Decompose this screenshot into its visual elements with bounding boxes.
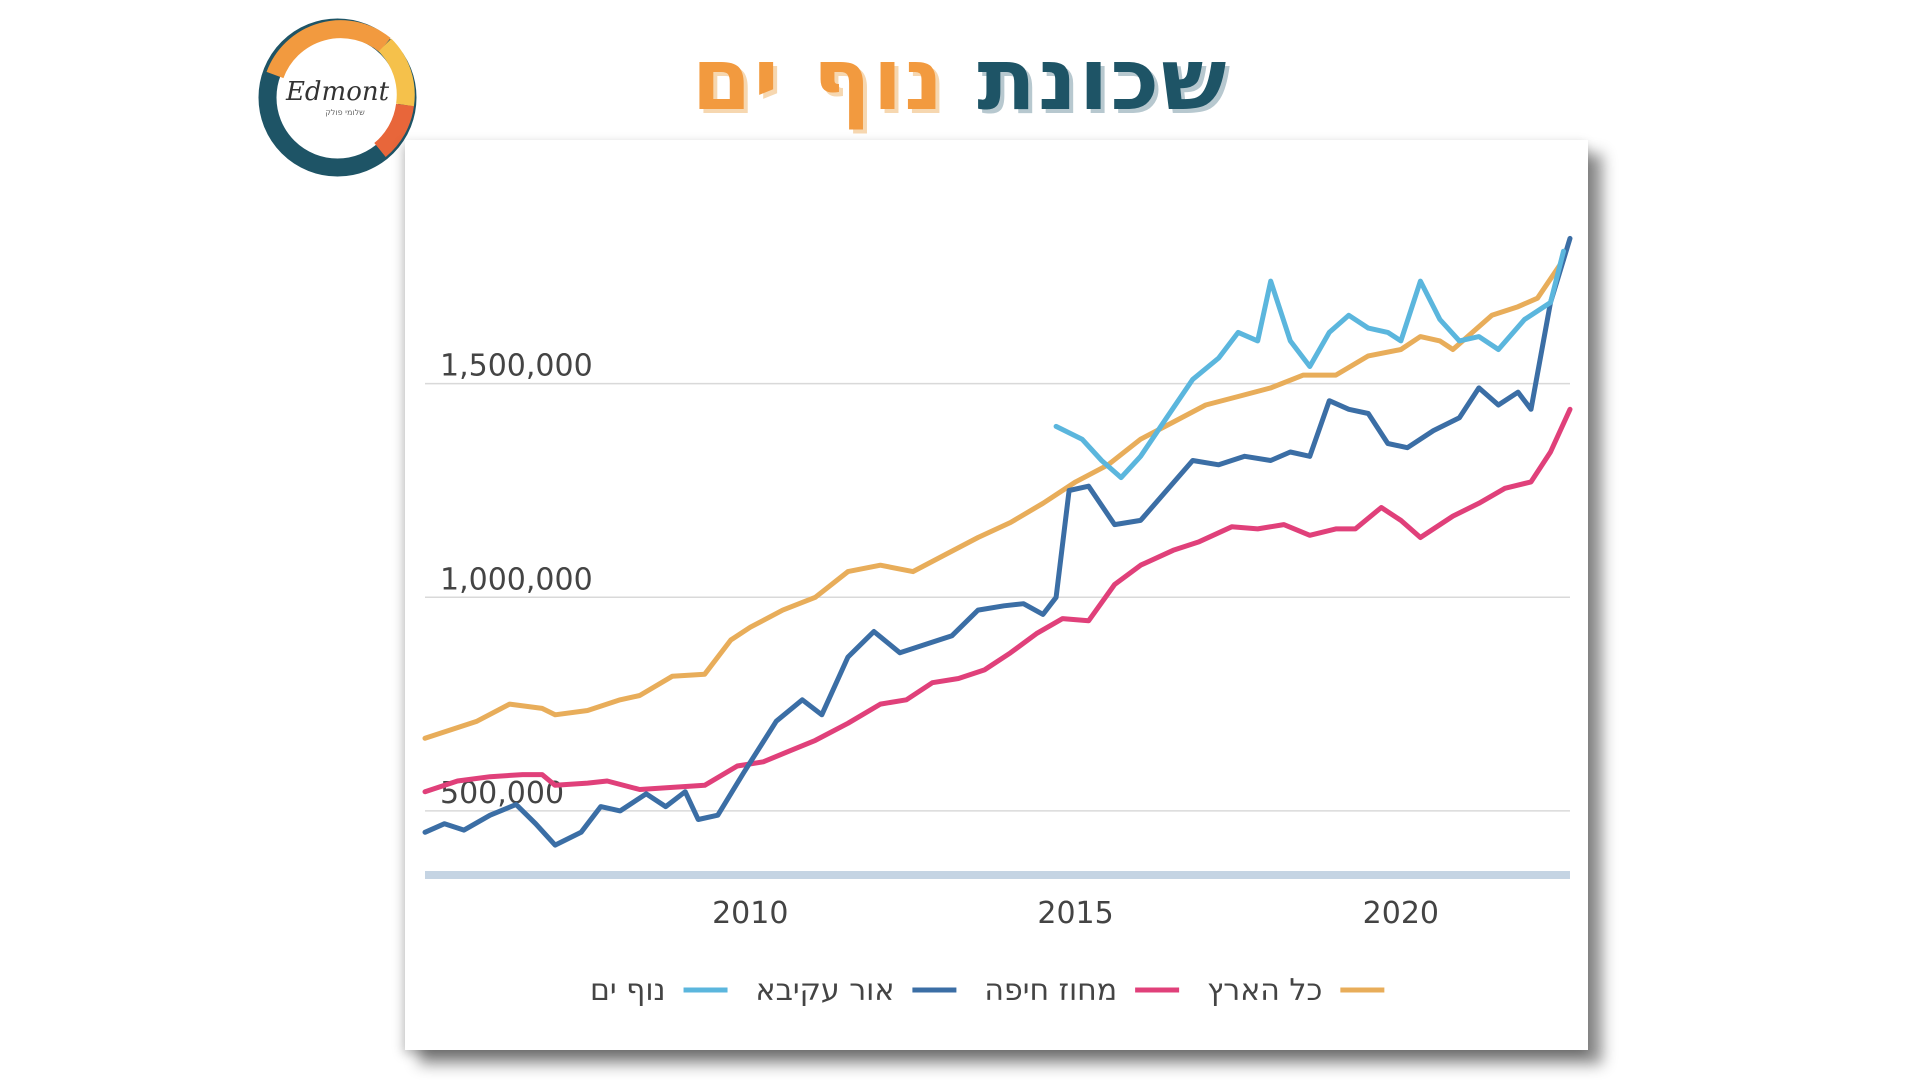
chart-card: 500,000 1,000,000 1,500,000 2010 2015 2020 נו… — [405, 140, 1588, 1050]
page-title: שכונת נוף ים — [500, 20, 1420, 140]
y-tick-label: 1,000,000 — [440, 562, 593, 597]
logo-subtext: שלומי פולק — [325, 108, 365, 117]
y-tick-label: 1,500,000 — [440, 349, 593, 384]
title-main: שכונת — [977, 30, 1229, 130]
legend-label: אור עקיבא — [756, 973, 895, 1008]
logo-text: Edmont — [285, 77, 390, 107]
series-layer — [422, 235, 1573, 848]
legend-item: מחוז חיפה — [984, 973, 1180, 1008]
edmont-logo: Edmont שלומי פולק — [258, 18, 417, 177]
logo-ring-accent — [266, 20, 391, 79]
legend-item: אור עקיבא — [756, 973, 957, 1008]
logo-ring-accent-3 — [374, 103, 414, 157]
series-line — [422, 406, 1573, 795]
legend-label: כל הארץ — [1207, 973, 1322, 1008]
x-tick-label: 2010 — [712, 896, 788, 931]
logo-ring-accent-2 — [378, 38, 415, 107]
series-line — [422, 235, 1573, 848]
series-line — [1053, 248, 1566, 481]
x-tick-label: 2020 — [1363, 896, 1439, 931]
legend-label: מחוז חיפה — [984, 973, 1117, 1008]
legend-label: נוף ים — [590, 973, 666, 1008]
legend-item: כל הארץ — [1207, 973, 1385, 1008]
series-line — [422, 257, 1566, 741]
x-tick-label: 2015 — [1037, 896, 1113, 931]
legend-item: נוף ים — [590, 973, 728, 1008]
legend-layer: נוף ים אור עקיבא מחוז חיפה כל הארץ — [590, 973, 1385, 1008]
title-accent: נוף ים — [691, 30, 946, 130]
